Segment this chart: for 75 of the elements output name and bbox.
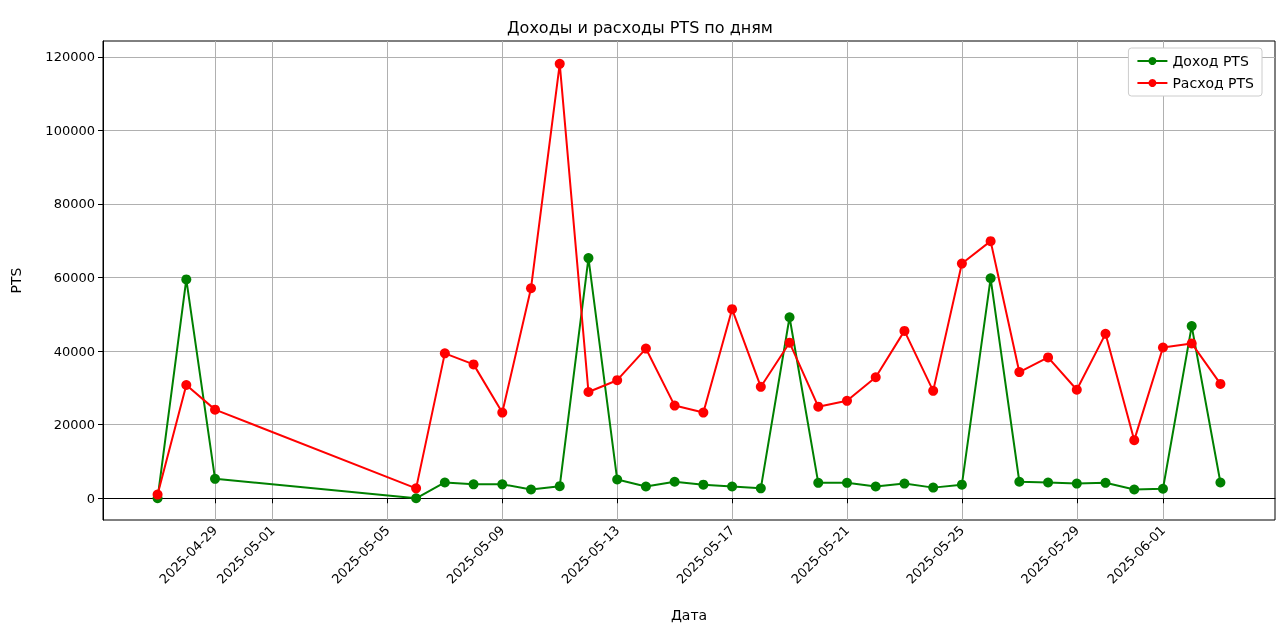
point	[842, 477, 852, 488]
point	[669, 476, 680, 487]
point	[1100, 477, 1111, 488]
point	[526, 283, 537, 294]
y-tick-label: 60000	[53, 270, 95, 286]
point	[640, 481, 651, 492]
point	[152, 489, 163, 500]
point	[1100, 328, 1111, 339]
point	[1014, 476, 1025, 487]
point	[899, 478, 910, 489]
point	[1215, 477, 1226, 488]
point	[698, 407, 709, 418]
x-axis-title: Дата	[670, 607, 708, 623]
point	[870, 372, 881, 383]
point	[985, 273, 996, 284]
point	[497, 479, 508, 490]
point	[669, 400, 680, 411]
point	[1014, 367, 1025, 378]
point	[439, 477, 450, 488]
point	[1071, 478, 1082, 489]
chart-title: Доходы и расходы PTS по дням	[507, 17, 773, 37]
point	[181, 379, 192, 390]
y-tick-label: 20000	[53, 417, 95, 433]
legend-label: Доход PTS	[1172, 53, 1249, 69]
point	[727, 304, 738, 315]
point	[583, 386, 594, 397]
point	[899, 325, 910, 336]
y-tick-label: 80000	[53, 196, 95, 212]
point	[411, 493, 422, 504]
point	[210, 404, 221, 415]
point	[1071, 384, 1082, 395]
point	[698, 479, 709, 490]
y-tick-label: 40000	[53, 343, 95, 359]
point	[411, 483, 422, 494]
point	[439, 348, 450, 359]
point	[956, 479, 967, 490]
point	[1215, 378, 1226, 389]
point	[1043, 352, 1054, 363]
point	[755, 381, 766, 392]
point	[784, 337, 795, 348]
point	[640, 343, 651, 354]
point	[497, 407, 508, 418]
point	[813, 477, 824, 488]
point	[928, 385, 939, 396]
point	[1157, 483, 1168, 494]
point	[554, 58, 565, 69]
point	[928, 482, 939, 493]
point	[1129, 484, 1140, 495]
point	[210, 473, 221, 484]
legend-label: Расход PTS	[1172, 75, 1255, 91]
point	[956, 258, 967, 269]
point	[468, 479, 479, 490]
point	[1157, 342, 1168, 353]
y-tick-label: 0	[86, 490, 95, 506]
point	[554, 481, 565, 492]
point	[1186, 321, 1197, 332]
point	[612, 375, 623, 386]
point	[583, 253, 594, 264]
y-axis-title: PTS	[8, 267, 24, 294]
y-tick-label: 120000	[45, 49, 95, 65]
point	[727, 481, 738, 492]
point	[813, 401, 824, 412]
point	[526, 484, 537, 495]
point	[755, 483, 766, 494]
point	[784, 312, 795, 323]
point	[1186, 338, 1197, 349]
point	[842, 395, 852, 406]
point	[612, 474, 623, 485]
point	[181, 274, 192, 285]
point	[1129, 435, 1140, 446]
point	[468, 359, 479, 370]
point	[985, 236, 996, 247]
y-tick-label: 100000	[45, 122, 95, 138]
point	[1043, 477, 1054, 488]
point	[870, 481, 881, 492]
